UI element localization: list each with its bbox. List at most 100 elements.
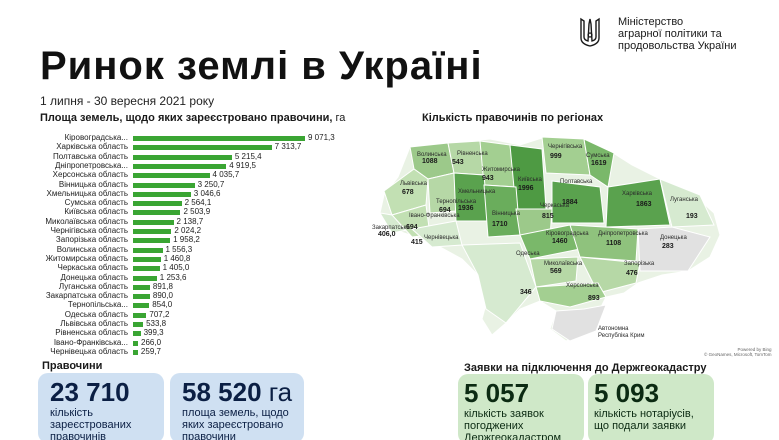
bar-value-label: 891,8 <box>152 281 173 291</box>
map-region-value: 406,0 <box>378 231 396 238</box>
region-poltava <box>551 180 605 224</box>
map-region-label: Чернігівська <box>548 144 583 150</box>
map-region-label: Закарпатська <box>372 225 410 231</box>
bar <box>133 191 191 197</box>
map-region-label: Миколаївська <box>544 261 583 267</box>
bar-value-label: 7 313,7 <box>274 142 302 152</box>
region-crimea <box>551 304 607 342</box>
region-luhansk <box>659 178 715 228</box>
map-region-value: 1460 <box>552 238 568 245</box>
bar-row: Дніпропетровська... 4 919,5 <box>0 160 340 171</box>
region-kharkiv <box>605 178 671 228</box>
deals-count-card: 23 710 кількість зареєстрованих правочин… <box>38 373 164 440</box>
area-unit: га <box>268 377 293 407</box>
bar-value-label: 4 919,5 <box>229 160 256 170</box>
area-value: 58 520 га <box>182 377 292 408</box>
bar-category-label: Вінницька область <box>58 179 128 189</box>
map-region-value: 543 <box>452 159 464 166</box>
notary-count-text: кількість нотаріусів, що подали заявки <box>594 408 694 432</box>
bar <box>133 219 174 225</box>
map-region-label: Хмельницька <box>458 189 496 195</box>
bar-category-label: Львівська область <box>60 319 128 328</box>
map-region-value: 1108 <box>606 240 622 247</box>
map-region-label: Запорізька <box>624 261 655 267</box>
bar <box>133 163 227 169</box>
map-region-value: 193 <box>686 213 698 220</box>
bar-category-label: Запорізька область <box>55 235 128 245</box>
bar-row: Тернопільська... 854,0 <box>0 300 340 310</box>
region-mykolaiv <box>529 256 579 288</box>
bar-value-label: 533,8 <box>146 319 167 328</box>
region-rivne <box>447 140 485 176</box>
map-region-label: Дніпропетровська <box>598 231 648 237</box>
map-region-value: 694 <box>439 207 451 214</box>
map-region-label: Івано-Франківська <box>409 213 460 219</box>
notary-count-card: 5 093 кількість нотаріусів, що подали за… <box>588 374 714 440</box>
map-region-label: Житомирська <box>482 167 520 173</box>
bar-category-label: Івано-Франківська... <box>53 337 128 347</box>
bar-category-label: Тернопільська... <box>67 300 128 310</box>
bar-chart-unit: га <box>335 112 346 124</box>
bar-category-label: Херсонська область <box>52 170 128 180</box>
bar-category-label: Чернівецька область <box>50 346 128 356</box>
map-attribution: Powered by Bing © GeoNames, Microsoft, T… <box>704 347 772 357</box>
bar-value-label: 2 503,9 <box>183 207 211 217</box>
map-region-value: 1710 <box>492 221 508 228</box>
bar-value-label: 707,2 <box>149 309 170 319</box>
area-card: 58 520 га площа земель, щодо яких зареєс… <box>170 373 304 440</box>
bar <box>133 331 141 337</box>
bar <box>133 238 171 244</box>
map-attribution-line-1: Powered by Bing <box>737 347 772 352</box>
map-region-value: 283 <box>662 243 674 250</box>
bar-category-label: Черкаська область <box>57 263 129 273</box>
map-region-value: 476 <box>626 270 638 277</box>
bar-row: Одеська область 707,2 <box>0 309 340 320</box>
apps-count-value: 5 057 <box>464 378 530 408</box>
map-attribution-line-2: © GeoNames, Microsoft, TomTom <box>704 352 772 357</box>
map-region-label: Львівська <box>400 181 427 187</box>
map-title: Кількість правочинів по регіонах <box>422 112 604 124</box>
bar <box>133 154 232 160</box>
apps-count-text: кількість заявок погоджених Держгеокадас… <box>464 408 562 440</box>
bar-value-label: 259,7 <box>140 346 161 356</box>
bar-category-label: Волинська область <box>56 244 128 254</box>
map-shapes <box>379 136 721 342</box>
bar-value-label: 1 460,8 <box>163 253 191 263</box>
bar-row: Закарпатська область 890,0 <box>0 291 340 301</box>
bar-chart-title: Площа земель, щодо яких зареєстровано пр… <box>40 112 345 124</box>
bar-category-label: Сумська область <box>64 198 128 208</box>
notary-count-value: 5 093 <box>594 378 660 408</box>
map-region-label: Харківська <box>622 191 652 197</box>
map-region-label: Луганська <box>670 197 698 203</box>
ministry-name: Міністерство аграрної політики та продов… <box>618 16 736 52</box>
bar-value-label: 1 405,0 <box>162 263 190 273</box>
apps-count-card: 5 057 кількість заявок погоджених Держге… <box>458 374 584 440</box>
bar-row: Волинська область 1 556,3 <box>0 244 340 255</box>
bar-row: Івано-Франківська... 266,0 <box>0 337 340 348</box>
map-region-value: 1884 <box>562 199 578 206</box>
bar <box>133 266 160 272</box>
bar-category-label: Кіровоградська... <box>64 133 128 142</box>
map-region-label: Тернопільська <box>436 199 477 205</box>
bar-value-label: 399,3 <box>143 328 164 338</box>
ministry-line-2: аграрної політики та <box>618 28 722 40</box>
bar-category-label: Київська область <box>64 207 128 217</box>
bar <box>133 275 157 281</box>
bar-value-label: 3 250,7 <box>197 179 225 189</box>
bar-row: Луганська область 891,8 <box>0 281 340 292</box>
map-region-value: 893 <box>588 295 600 302</box>
map-region-label: Одеська <box>516 251 540 257</box>
ministry-line-3: продовольства України <box>618 40 737 52</box>
bar <box>133 294 150 300</box>
bar <box>133 284 150 290</box>
bar-value-label: 854,0 <box>152 300 173 310</box>
region-dnipropetrovsk <box>569 224 639 262</box>
bar <box>133 256 161 262</box>
bar-row: Хмельницька область 3 046,6 <box>0 189 340 199</box>
bar-row: Запорізька область 1 958,2 <box>0 235 340 245</box>
bar-row: Рівненська область 399,3 <box>0 328 340 338</box>
bar <box>133 349 138 355</box>
map-region-value: 569 <box>550 268 562 275</box>
map-region-value: 1088 <box>422 158 438 165</box>
bar-row: Вінницька область 3 250,7 <box>0 179 340 190</box>
